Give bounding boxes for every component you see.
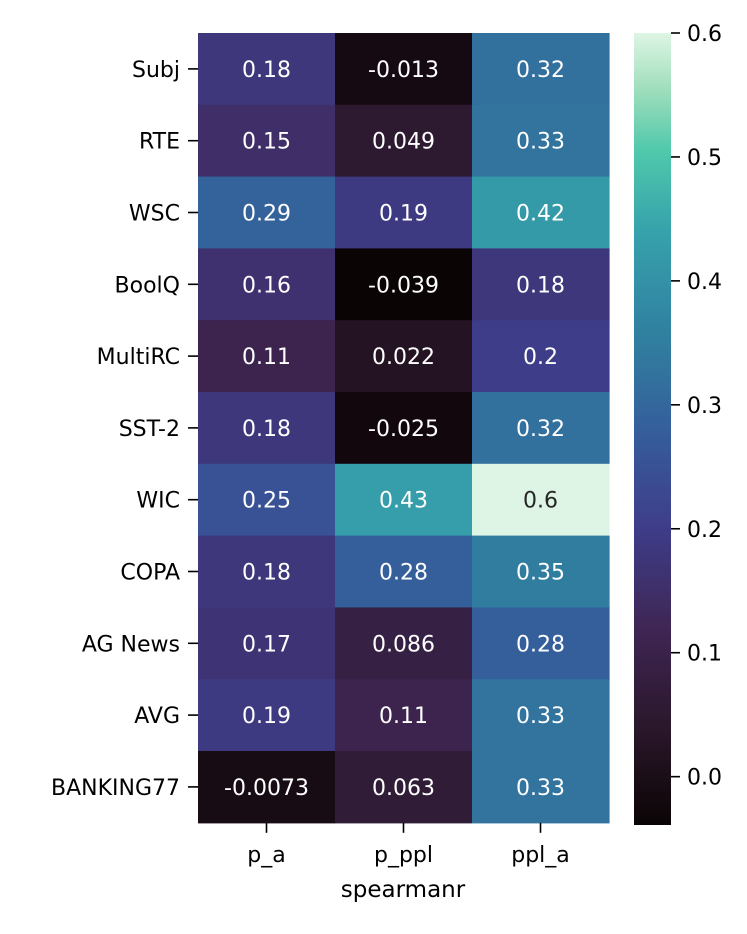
heatmap-cell (198, 392, 336, 465)
cell-value-label: 0.11 (242, 345, 291, 370)
heatmap-cell (335, 33, 473, 106)
heatmap-cell (472, 463, 610, 537)
heatmap-cell (472, 751, 610, 824)
colorbar-tick-label: 0.6 (687, 22, 722, 47)
heatmap-cell (472, 248, 610, 321)
heatmap-cell (198, 176, 336, 249)
cell-value-label: -0.039 (368, 273, 439, 298)
cell-value-label: 0.6 (523, 489, 558, 514)
heatmap-cell (198, 320, 336, 393)
heatmap-cell (472, 392, 610, 465)
cell-value-label: 0.32 (516, 58, 565, 83)
heatmap-cell (198, 607, 336, 680)
cell-value-label: 0.18 (242, 58, 291, 83)
cell-value-label: -0.0073 (224, 776, 309, 801)
cell-value-label: -0.025 (368, 417, 439, 442)
cell-value-label: 0.43 (379, 489, 428, 514)
cell-value-label: 0.18 (516, 273, 565, 298)
heatmap-cell (335, 320, 473, 393)
cell-value-label: 0.35 (516, 561, 565, 586)
heatmap-cell (472, 320, 610, 393)
heatmap-cell (472, 607, 610, 680)
heatmap-cell (198, 535, 336, 608)
heatmap-cell (198, 751, 336, 824)
cell-value-label: 0.063 (372, 776, 435, 801)
heatmap-cell (335, 176, 473, 249)
x-axis-title: spearmanr (341, 877, 466, 903)
heatmap-cell (198, 248, 336, 321)
cell-value-label: 0.33 (516, 130, 565, 155)
cell-value-label: 0.15 (242, 130, 291, 155)
x-axis: p_a p_ppl ppl_a (247, 822, 570, 868)
cell-value-label: 0.28 (379, 561, 428, 586)
cell-value-label: 0.11 (379, 704, 428, 729)
heatmap-cell (198, 104, 336, 178)
heatmap-cell (472, 535, 610, 608)
heatmap-cells (198, 33, 610, 824)
heatmap-cell (335, 248, 473, 321)
cell-value-label: 0.2 (523, 345, 558, 370)
cell-value-label: 0.086 (372, 632, 435, 657)
cell-value-label: 0.17 (242, 632, 291, 657)
cell-value-label: 0.29 (242, 202, 291, 227)
y-axis: Subj RTE WSC BoolQ MultiRC SST-2 WIC COPA AG New… (51, 58, 198, 801)
heatmap-cell (472, 33, 610, 106)
cell-value-label: 0.19 (379, 202, 428, 227)
cell-value-label: 0.32 (516, 417, 565, 442)
colorbar-tick-label: 0.0 (687, 766, 722, 791)
cell-value-label: 0.42 (516, 202, 565, 227)
y-tick-label: Subj (132, 58, 180, 83)
heatmap-cell (335, 607, 473, 680)
x-tick-label: p_a (247, 843, 285, 868)
heatmap-cell (198, 463, 336, 537)
heatmap-cell (472, 679, 610, 752)
colorbar-tick-label: 0.1 (687, 642, 722, 667)
cell-value-label: 0.19 (242, 704, 291, 729)
cell-value-label: 0.25 (242, 489, 291, 514)
y-tick-label: RTE (139, 130, 180, 155)
colorbar-tick-label: 0.3 (687, 394, 722, 419)
cell-value-label: 0.022 (372, 345, 435, 370)
heatmap-cell (335, 751, 473, 824)
y-tick-label: WSC (129, 202, 180, 227)
heatmap-cell (198, 679, 336, 752)
y-tick-label: BANKING77 (51, 776, 180, 801)
cell-value-label: -0.013 (368, 58, 439, 83)
x-tick-label: ppl_a (511, 843, 570, 868)
cell-value-label: 0.16 (242, 273, 291, 298)
colorbar-tick-label: 0.4 (687, 270, 722, 295)
heatmap-cell (335, 535, 473, 608)
colorbar-gradient (634, 33, 671, 825)
heatmap-cell (335, 679, 473, 752)
y-tick-label: COPA (120, 561, 180, 586)
y-tick-label: AVG (134, 704, 180, 729)
cell-value-label: 0.049 (372, 130, 435, 155)
heatmap-cell (335, 392, 473, 465)
colorbar: 0.0 0.1 0.2 0.3 0.4 0.5 0.6 (634, 22, 722, 825)
cell-value-label: 0.18 (242, 417, 291, 442)
y-tick-label: SST-2 (119, 417, 180, 442)
cell-value-label: 0.28 (516, 632, 565, 657)
heatmap-cell-labels: 0.18 -0.013 0.32 0.15 0.049 0.33 0.29 0.19 0.42 0… (224, 58, 565, 801)
heatmap-cell (335, 463, 473, 537)
colorbar-tick-label: 0.5 (687, 146, 722, 171)
cell-value-label: 0.33 (516, 704, 565, 729)
heatmap-cell (335, 104, 473, 178)
y-tick-label: AG News (82, 632, 180, 657)
y-tick-label: BoolQ (115, 273, 180, 298)
colorbar-tick-label: 0.2 (687, 518, 722, 543)
heatmap-cell (198, 33, 336, 106)
y-tick-label: MultiRC (97, 345, 180, 370)
cell-value-label: 0.33 (516, 776, 565, 801)
heatmap-cell (472, 104, 610, 178)
x-tick-label: p_ppl (374, 843, 433, 868)
cell-value-label: 0.18 (242, 561, 291, 586)
y-tick-label: WIC (136, 489, 180, 514)
heatmap-cell (472, 176, 610, 249)
